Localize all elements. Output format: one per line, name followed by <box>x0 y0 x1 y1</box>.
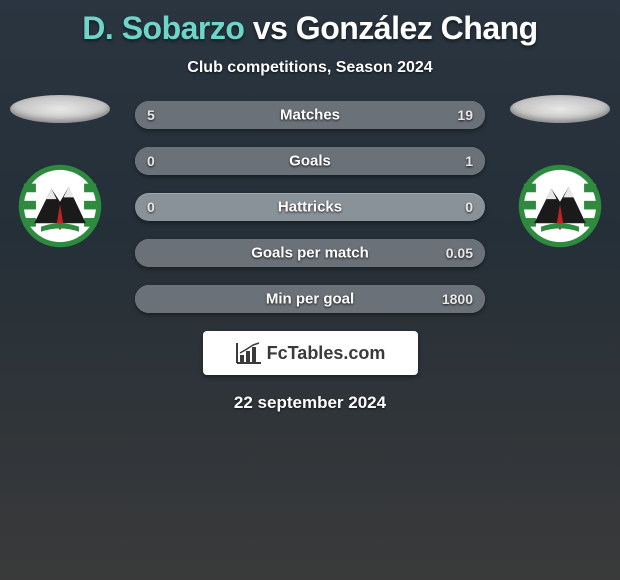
vs-text: vs <box>253 10 288 46</box>
crest-icon <box>17 163 103 249</box>
stat-right-value: 19 <box>457 107 473 123</box>
stat-right-value: 0 <box>465 199 473 215</box>
fctables-logo: FcTables.com <box>203 331 418 375</box>
stat-bar: Goals per match 0.05 <box>135 239 485 267</box>
stat-label: Goals <box>289 153 331 170</box>
player1-club-crest <box>17 163 103 249</box>
player2-name: González Chang <box>296 10 538 46</box>
comparison-title: D. Sobarzo vs González Chang <box>0 0 620 47</box>
player1-name: D. Sobarzo <box>82 10 244 46</box>
content-area: 5 Matches 19 0 Goals 1 0 Hattricks 0 Goals per ma… <box>0 95 620 413</box>
chart-icon <box>235 341 263 365</box>
stat-left-value: 5 <box>147 107 155 123</box>
stat-label: Min per goal <box>266 291 354 308</box>
crest-icon <box>517 163 603 249</box>
bar-fill-right <box>209 101 486 129</box>
subtitle: Club competitions, Season 2024 <box>0 59 620 77</box>
stat-right-value: 1 <box>465 153 473 169</box>
stat-left-value: 0 <box>147 153 155 169</box>
stat-bar: Min per goal 1800 <box>135 285 485 313</box>
stat-right-value: 1800 <box>442 291 473 307</box>
stat-label: Goals per match <box>251 245 369 262</box>
logo-text: FcTables.com <box>267 343 386 364</box>
stat-bar: 0 Goals 1 <box>135 147 485 175</box>
comparison-bars: 5 Matches 19 0 Goals 1 0 Hattricks 0 Goals per ma… <box>135 95 485 313</box>
player2-shadow <box>510 95 610 123</box>
stat-label: Matches <box>280 107 340 124</box>
player1-shadow <box>10 95 110 123</box>
stat-right-value: 0.05 <box>446 245 473 261</box>
stat-bar: 0 Hattricks 0 <box>135 193 485 221</box>
player2-club-crest <box>517 163 603 249</box>
date-label: 22 september 2024 <box>0 393 620 413</box>
stat-bar: 5 Matches 19 <box>135 101 485 129</box>
stat-left-value: 0 <box>147 199 155 215</box>
stat-label: Hattricks <box>278 199 342 216</box>
